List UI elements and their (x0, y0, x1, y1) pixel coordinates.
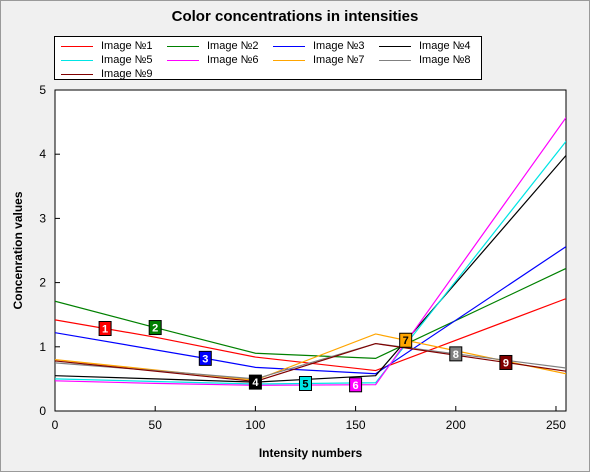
legend-label: Image №2 (207, 40, 259, 52)
y-tick-label: 5 (39, 83, 46, 97)
marker-box (148, 320, 162, 336)
y-tick-label: 1 (39, 340, 46, 354)
chart-legend: Image №1 Image №2 Image №3 Image №4 Image №5… (54, 36, 482, 80)
marker-box (349, 377, 363, 393)
marker-box (499, 354, 513, 370)
legend-swatch (379, 60, 411, 61)
legend-swatch (61, 46, 93, 47)
marker-label: 7 (403, 335, 409, 347)
legend-label: Image №8 (419, 54, 471, 66)
y-tick-label: 3 (39, 211, 46, 225)
legend-swatch (167, 46, 199, 47)
marker-label: 3 (202, 353, 208, 365)
marker-label: 5 (302, 379, 308, 391)
x-tick-label: 250 (546, 418, 566, 432)
legend-label: Image №3 (313, 40, 365, 52)
y-tick-label: 4 (39, 147, 46, 161)
series-marker-2: 2 (148, 320, 162, 336)
marker-box (198, 350, 212, 366)
series-marker-5: 5 (298, 376, 312, 392)
legend-swatch (273, 46, 305, 47)
series-marker-9: 9 (499, 354, 513, 370)
series-marker-8: 8 (449, 346, 463, 362)
x-tick-label: 0 (52, 418, 59, 432)
series-line-1 (55, 298, 566, 372)
legend-label: Image №4 (419, 40, 471, 52)
marker-label: 8 (453, 349, 459, 361)
series-marker-4: 4 (248, 374, 262, 390)
marker-box (399, 332, 413, 348)
series-marker-6: 6 (349, 377, 363, 393)
legend-swatch (61, 74, 93, 75)
legend-swatch (167, 60, 199, 61)
y-axis-label: Concenration values (11, 191, 25, 309)
legend-label: Image №6 (207, 54, 259, 66)
chart-title: Color concentrations in intensities (171, 8, 419, 25)
series-marker-1: 1 (98, 321, 112, 337)
legend-label: Image №7 (313, 54, 365, 66)
legend-label: Image №1 (101, 40, 153, 52)
marker-label: 4 (252, 377, 259, 389)
series-marker-3: 3 (198, 350, 212, 366)
x-axis-label: Intensity numbers (259, 446, 363, 460)
series-line-3 (55, 246, 566, 375)
marker-label: 6 (353, 380, 359, 392)
marker-box (248, 374, 262, 390)
marker-box (98, 321, 112, 337)
marker-box (449, 346, 463, 362)
series-marker-7: 7 (399, 332, 413, 348)
x-tick-label: 200 (446, 418, 466, 432)
legend-swatch (379, 46, 411, 47)
marker-box (298, 376, 312, 392)
x-tick-label: 100 (245, 418, 265, 432)
x-tick-label: 50 (149, 418, 163, 432)
y-tick-label: 0 (39, 404, 46, 418)
legend-label: Image №5 (101, 54, 153, 66)
series-line-2 (55, 267, 566, 359)
x-tick-label: 150 (346, 418, 366, 432)
marker-label: 1 (102, 324, 108, 336)
marker-label: 9 (503, 357, 509, 369)
legend-label: Image №9 (101, 68, 153, 80)
marker-label: 2 (152, 323, 158, 335)
legend-swatch (273, 60, 305, 61)
legend-swatch (61, 60, 93, 61)
y-tick-label: 2 (39, 276, 46, 290)
